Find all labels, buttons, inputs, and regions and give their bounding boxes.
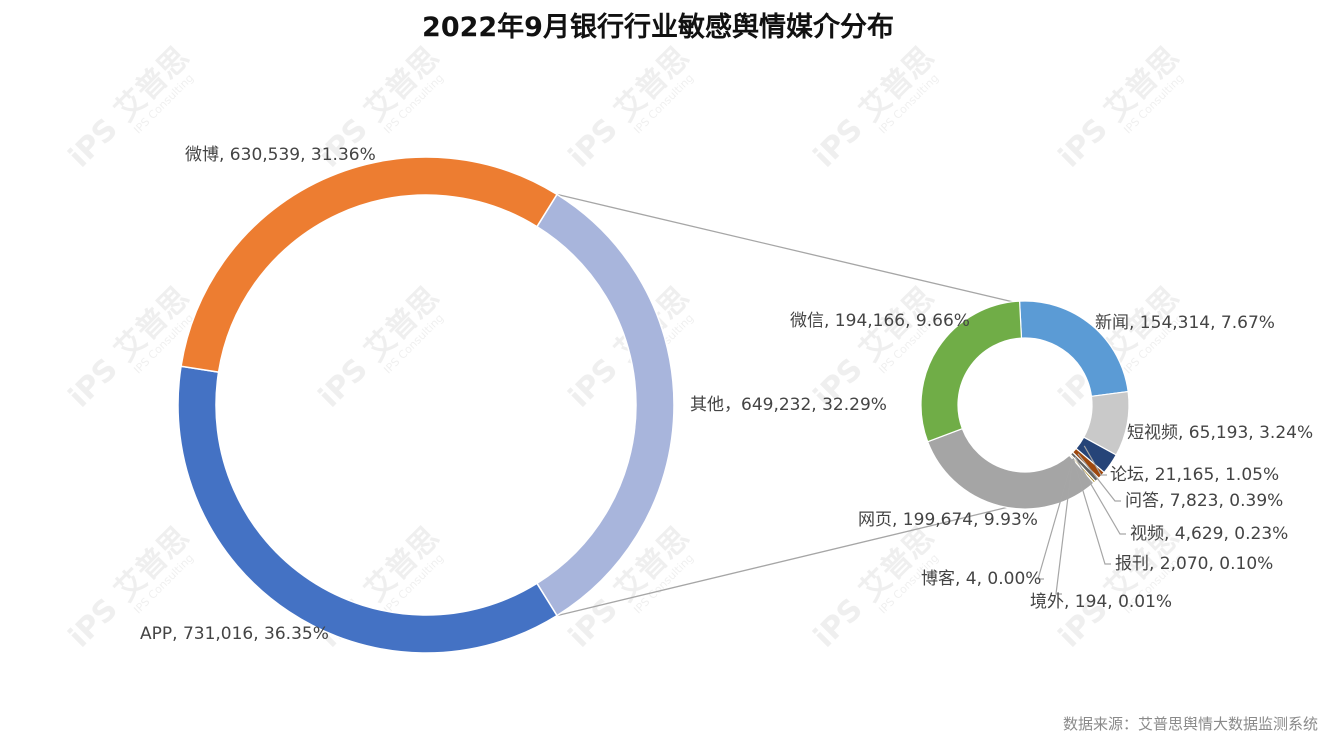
sub-label-4: 视频, 4,629, 0.23% [1130, 524, 1288, 544]
chart-title: 2022年9月银行行业敏感舆情媒介分布 [422, 11, 894, 43]
watermark-logo: iPS [807, 112, 870, 175]
watermark-logo: iPS [807, 592, 870, 655]
sub-label-0: 新闻, 154,314, 7.67% [1095, 313, 1275, 333]
sub-slice-8 [926, 427, 1095, 510]
watermark-logo: iPS [62, 112, 125, 175]
main-slice-1 [177, 365, 559, 654]
leader-line-6 [1055, 458, 1074, 595]
watermark-logo: iPS [562, 352, 625, 415]
source-note: 数据来源：艾普思舆情大数据监测系统 [1063, 715, 1318, 733]
watermark-logo: iPS [312, 352, 375, 415]
leader-lines [1037, 445, 1126, 595]
connector-bottom [556, 506, 1008, 617]
leader-line-3 [1077, 453, 1121, 502]
leader-line-7 [1037, 458, 1074, 580]
sub-label-1: 短视频, 65,193, 3.24% [1127, 423, 1313, 443]
sub-label-2: 论坛, 21,165, 1.05% [1110, 465, 1279, 485]
watermark-logo: iPS [562, 112, 625, 175]
sub-label-8: 网页, 199,674, 9.93% [858, 510, 1038, 530]
main-donut [177, 156, 675, 654]
leader-line-5 [1072, 458, 1111, 565]
main-label-0: 其他，649,232, 32.29% [690, 395, 887, 415]
pie-of-pie-connectors [556, 193, 1013, 617]
watermark-logo: iPS [62, 352, 125, 415]
sub-label-5: 报刊, 2,070, 0.10% [1115, 554, 1273, 574]
secondary-donut [920, 300, 1130, 510]
sub-label-7: 博客, 4, 0.00% [921, 569, 1041, 589]
data-labels: 其他，649,232, 32.29% APP, 731,016, 36.35% 微博… [140, 145, 1313, 644]
sub-label-9: 微信, 194,166, 9.66% [790, 311, 970, 331]
main-label-1: APP, 731,016, 36.35% [140, 624, 329, 644]
main-slice-2 [180, 156, 559, 374]
watermark-logo: iPS [62, 592, 125, 655]
sub-label-3: 问答, 7,823, 0.39% [1125, 491, 1283, 511]
sub-label-6: 境外, 194, 0.01% [1030, 592, 1172, 612]
watermark-logo: iPS [1052, 112, 1115, 175]
leader-line-2 [1083, 445, 1107, 476]
sub-slice-9 [920, 300, 1023, 443]
connector-top [556, 193, 1013, 303]
main-label-2: 微博, 630,539, 31.36% [185, 145, 376, 165]
leader-line-4 [1074, 456, 1126, 535]
